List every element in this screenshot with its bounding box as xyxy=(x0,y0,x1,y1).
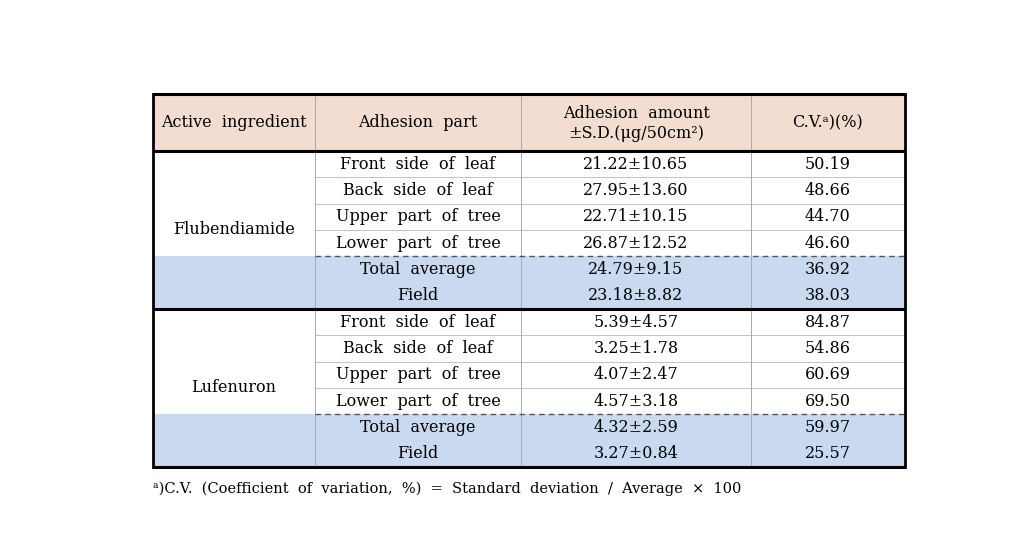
Bar xyxy=(153,309,905,335)
Text: 27.95±13.60: 27.95±13.60 xyxy=(583,182,688,199)
Text: 38.03: 38.03 xyxy=(805,287,850,304)
Bar xyxy=(153,256,905,282)
Text: Field: Field xyxy=(397,445,439,462)
Bar xyxy=(153,335,905,362)
Text: 50.19: 50.19 xyxy=(805,155,850,173)
Text: ᵃ)C.V.  (Coefficient  of  variation,  %)  =  Standard  deviation  /  Average  × : ᵃ)C.V. (Coefficient of variation, %) = S… xyxy=(153,482,741,496)
Text: Total  average: Total average xyxy=(360,419,476,436)
Text: Lower  part  of  tree: Lower part of tree xyxy=(335,393,501,409)
Text: 3.25±1.78: 3.25±1.78 xyxy=(593,340,679,357)
Text: 59.97: 59.97 xyxy=(805,419,850,436)
Text: Back  side  of  leaf: Back side of leaf xyxy=(343,182,493,199)
Text: 4.57±3.18: 4.57±3.18 xyxy=(593,393,679,409)
Text: 4.32±2.59: 4.32±2.59 xyxy=(593,419,678,436)
Text: 36.92: 36.92 xyxy=(805,261,850,278)
Bar xyxy=(153,362,905,388)
Bar xyxy=(153,151,905,177)
Bar xyxy=(153,204,905,230)
Text: 84.87: 84.87 xyxy=(805,314,850,331)
Text: 48.66: 48.66 xyxy=(805,182,850,199)
Text: Upper  part  of  tree: Upper part of tree xyxy=(335,367,501,383)
Text: C.V.ᵃ)(%): C.V.ᵃ)(%) xyxy=(793,114,863,131)
Text: Lufenuron: Lufenuron xyxy=(191,380,277,396)
Text: Total  average: Total average xyxy=(360,261,476,278)
Text: 4.07±2.47: 4.07±2.47 xyxy=(593,367,678,383)
Text: Front  side  of  leaf: Front side of leaf xyxy=(341,314,495,331)
Text: Flubendiamide: Flubendiamide xyxy=(173,222,295,238)
Text: 23.18±8.82: 23.18±8.82 xyxy=(588,287,683,304)
Text: 44.70: 44.70 xyxy=(805,208,850,225)
Text: Adhesion  amount: Adhesion amount xyxy=(562,105,709,122)
Bar xyxy=(153,230,905,256)
Text: 26.87±12.52: 26.87±12.52 xyxy=(583,235,688,251)
Bar xyxy=(153,94,905,151)
Bar xyxy=(153,414,905,440)
Text: 46.60: 46.60 xyxy=(805,235,850,251)
Text: 60.69: 60.69 xyxy=(805,367,850,383)
Text: 25.57: 25.57 xyxy=(805,445,850,462)
Text: 5.39±4.57: 5.39±4.57 xyxy=(593,314,679,331)
Bar xyxy=(153,440,905,467)
Text: Lower  part  of  tree: Lower part of tree xyxy=(335,235,501,251)
Bar xyxy=(153,282,905,309)
Text: 54.86: 54.86 xyxy=(805,340,850,357)
Text: Front  side  of  leaf: Front side of leaf xyxy=(341,155,495,173)
Bar xyxy=(153,388,905,414)
Text: 3.27±0.84: 3.27±0.84 xyxy=(593,445,678,462)
Text: ±S.D.(μg/50cm²): ±S.D.(μg/50cm²) xyxy=(568,125,704,142)
Text: 69.50: 69.50 xyxy=(805,393,850,409)
Text: Back  side  of  leaf: Back side of leaf xyxy=(343,340,493,357)
Text: Active  ingredient: Active ingredient xyxy=(161,114,307,131)
Text: 24.79±9.15: 24.79±9.15 xyxy=(588,261,683,278)
Text: Upper  part  of  tree: Upper part of tree xyxy=(335,208,501,225)
Bar xyxy=(153,177,905,204)
Text: Field: Field xyxy=(397,287,439,304)
Text: Adhesion  part: Adhesion part xyxy=(358,114,478,131)
Text: 21.22±10.65: 21.22±10.65 xyxy=(583,155,688,173)
Text: 22.71±10.15: 22.71±10.15 xyxy=(583,208,688,225)
